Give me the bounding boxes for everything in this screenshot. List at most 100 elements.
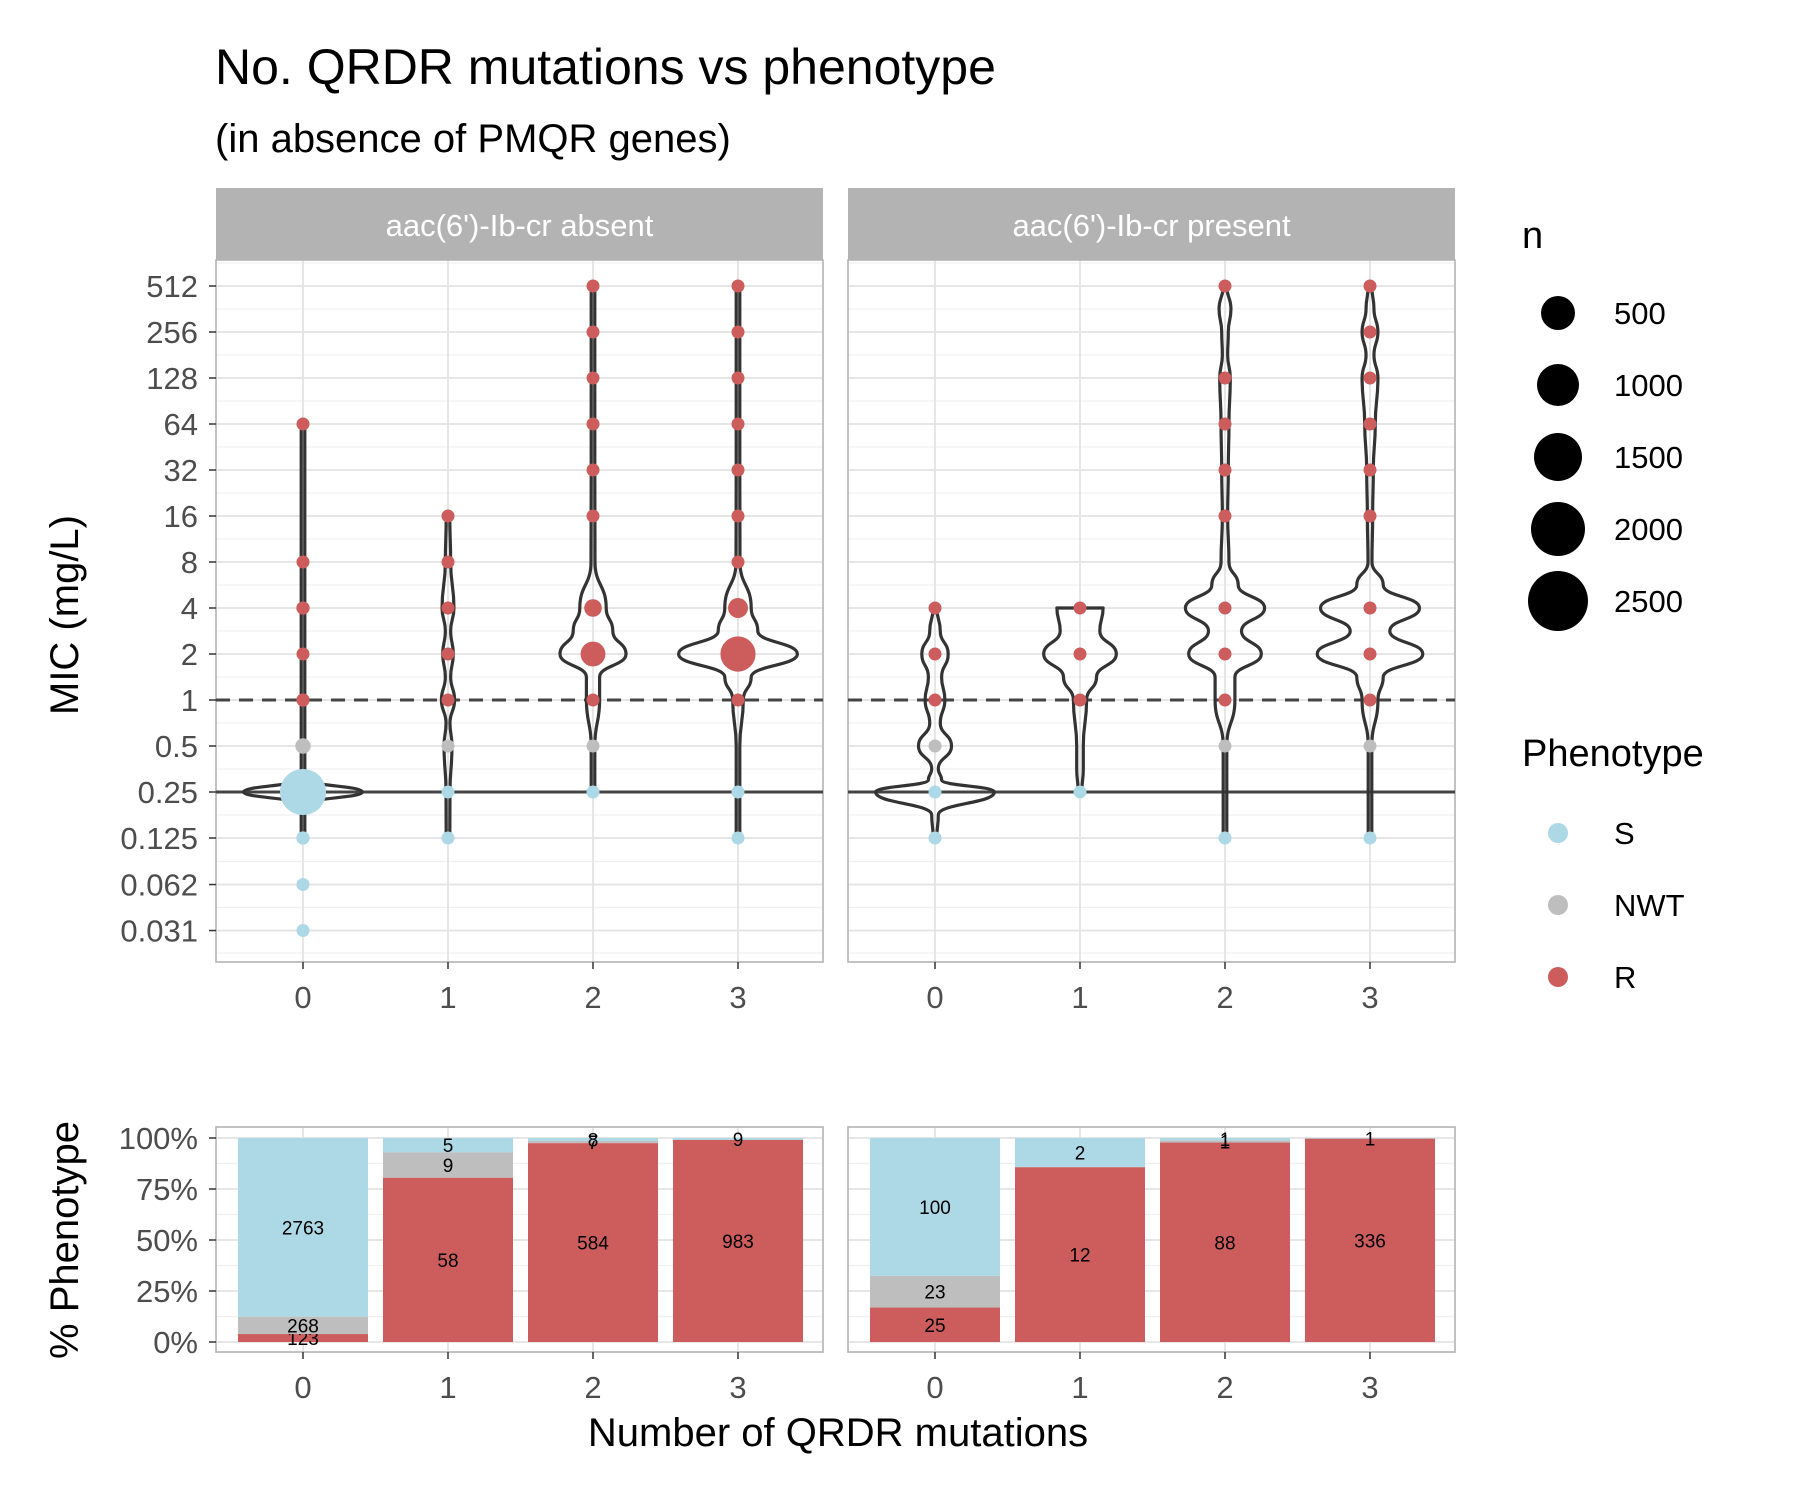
mic-point xyxy=(296,878,310,892)
x-tick-label: 1 xyxy=(439,980,456,1015)
bar-segment-S xyxy=(383,1138,513,1153)
mic-point xyxy=(586,785,600,799)
mic-point xyxy=(295,738,311,754)
bar-segment-label: 58 xyxy=(437,1251,458,1272)
mic-point xyxy=(586,463,600,477)
mic-point xyxy=(728,598,748,618)
legend-size-key xyxy=(1531,502,1585,556)
mic-point xyxy=(1363,509,1377,523)
mic-point xyxy=(928,739,942,753)
mic-point xyxy=(1363,831,1377,845)
mic-point xyxy=(731,463,745,477)
mic-point xyxy=(1218,739,1232,753)
legend-color-key xyxy=(1548,823,1568,843)
y-tick-label: 0.25 xyxy=(138,775,198,810)
bar-segment-NWT xyxy=(870,1275,1000,1308)
x-tick-label: 1 xyxy=(439,1370,456,1405)
chart-title: No. QRDR mutations vs phenotype xyxy=(215,39,996,95)
bar-segment-NWT xyxy=(238,1316,368,1335)
bar-segment-label: 12 xyxy=(1069,1246,1090,1267)
bar-segment-NWT xyxy=(383,1152,513,1178)
y-tick-label: 2 xyxy=(181,637,198,672)
bar-segment-S xyxy=(1015,1138,1145,1168)
y-tick-label: 100% xyxy=(119,1121,198,1156)
y-tick-label: 75% xyxy=(136,1172,198,1207)
legend-size-key xyxy=(1528,571,1588,631)
mic-point xyxy=(586,371,600,385)
y-tick-label: 8 xyxy=(181,545,198,580)
mic-point xyxy=(1218,831,1232,845)
bar-segment-R xyxy=(528,1143,658,1342)
y-tick-label: 128 xyxy=(146,361,198,396)
mic-point xyxy=(1218,601,1232,615)
legend-size-label: 2500 xyxy=(1614,584,1683,619)
mic-point xyxy=(1363,325,1377,339)
mic-point xyxy=(720,636,756,672)
bar-segment-NWT xyxy=(1160,1140,1290,1143)
facet-strip xyxy=(216,188,823,260)
mic-point xyxy=(441,647,455,661)
bar-segment-label: 23 xyxy=(924,1283,945,1304)
y-tick-label: 50% xyxy=(136,1223,198,1258)
legend-size-title: n xyxy=(1522,215,1543,257)
x-tick-label: 0 xyxy=(926,1370,943,1405)
mic-point xyxy=(1073,601,1087,615)
mic-point xyxy=(1218,371,1232,385)
mic-point xyxy=(928,831,942,845)
mic-point xyxy=(296,693,310,707)
mic-point xyxy=(1218,279,1232,293)
panel-border xyxy=(215,259,824,963)
bar-segment-label: 2763 xyxy=(282,1218,324,1239)
mic-point xyxy=(586,739,600,753)
y-tick-label: 0.062 xyxy=(120,868,198,903)
mic-point xyxy=(1363,739,1377,753)
x-tick-label: 0 xyxy=(926,980,943,1015)
y-tick-label: 256 xyxy=(146,315,198,350)
x-tick-label: 1 xyxy=(1071,980,1088,1015)
legend-size-label: 1500 xyxy=(1614,440,1683,475)
facet-strip xyxy=(848,188,1455,260)
mic-point xyxy=(1363,693,1377,707)
mic-point xyxy=(1363,417,1377,431)
bar-segment-R xyxy=(238,1334,368,1342)
mic-point xyxy=(731,325,745,339)
mic-point xyxy=(441,831,455,845)
mic-point xyxy=(580,641,606,667)
bar-segment-label: 584 xyxy=(577,1234,609,1255)
bar-segment-label: 2 xyxy=(1075,1144,1086,1165)
legend-size-label: 2000 xyxy=(1614,512,1683,547)
mic-point xyxy=(1073,785,1087,799)
panel-border xyxy=(847,259,1456,963)
x-tick-label: 2 xyxy=(584,980,601,1015)
facet-strip-label: aac(6')-Ib-cr present xyxy=(1012,208,1291,243)
mic-point xyxy=(1218,647,1232,661)
x-tick-label: 0 xyxy=(294,1370,311,1405)
legend-size-label: 500 xyxy=(1614,296,1666,331)
legend: n Phenotype 500 1000 1500 2000 2500 S NWT R xyxy=(1522,215,1704,995)
y-tick-label: 512 xyxy=(146,269,198,304)
mic-point xyxy=(1363,371,1377,385)
bar-segment-label: 268 xyxy=(287,1316,319,1337)
chart-subtitle: (in absence of PMQR genes) xyxy=(215,117,731,161)
bar-segment-R xyxy=(673,1139,803,1342)
mic-point xyxy=(731,509,745,523)
mic-point xyxy=(1363,647,1377,661)
bar-segment-label: 9 xyxy=(443,1156,454,1177)
y-tick-label: 1 xyxy=(181,683,198,718)
bar-segment-label: 88 xyxy=(1214,1233,1235,1254)
mic-point xyxy=(586,693,600,707)
mic-point xyxy=(731,555,745,569)
legend-size-key xyxy=(1541,296,1575,330)
mic-point xyxy=(731,371,745,385)
legend-color-title: Phenotype xyxy=(1522,733,1704,775)
legend-color-label: R xyxy=(1614,960,1636,995)
bar-segment-label: 9 xyxy=(733,1130,744,1151)
mic-point xyxy=(1218,509,1232,523)
mic-panel-0: aac(6')-Ib-cr absent 0 1 2 3 xyxy=(215,188,824,1015)
mic-point xyxy=(296,924,310,938)
violin-shape xyxy=(1042,606,1118,794)
x-tick-label: 2 xyxy=(584,1370,601,1405)
